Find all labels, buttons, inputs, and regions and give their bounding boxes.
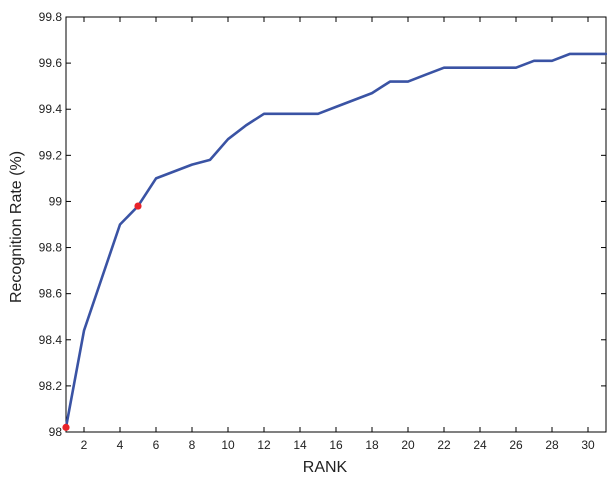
marker-layer	[62, 202, 142, 431]
x-tick-label: 8	[189, 438, 196, 452]
highlight-point	[62, 423, 70, 431]
x-tick-label: 18	[365, 438, 379, 452]
x-tick-label: 24	[473, 438, 487, 452]
x-tick-label: 22	[437, 438, 451, 452]
series-line	[64, 52, 607, 429]
x-tick-label: 28	[545, 438, 559, 452]
x-tick-label: 2	[81, 438, 88, 452]
y-tick-label: 98.4	[39, 333, 63, 347]
highlight-point	[134, 202, 142, 210]
y-tick-label: 99.2	[39, 148, 63, 162]
y-tick-label: 99.8	[39, 10, 63, 24]
x-tick-label: 4	[117, 438, 124, 452]
x-tick-label: 30	[581, 438, 595, 452]
y-tick-label: 98	[49, 425, 63, 439]
x-tick-label: 26	[509, 438, 523, 452]
x-tick-label: 16	[329, 438, 343, 452]
x-tick-label: 14	[293, 438, 307, 452]
x-axis-label: RANK	[303, 459, 348, 476]
series-layer	[64, 52, 607, 429]
y-tick-label: 99.6	[39, 56, 63, 70]
y-axis-label: Recognition Rate (%)	[8, 151, 25, 303]
y-tick-label: 98.8	[39, 241, 63, 255]
y-tick-label: 99.4	[39, 102, 63, 116]
x-tick-label: 6	[153, 438, 160, 452]
y-tick-label: 98.2	[39, 379, 63, 393]
y-tick-label: 99	[49, 194, 63, 208]
x-tick-label: 10	[221, 438, 235, 452]
axes-layer: 2 4 6 8 10 12 14 16 18 20 22 24 26 28 309898.298.498.6…	[39, 10, 607, 452]
x-tick-label: 20	[401, 438, 415, 452]
y-tick-label: 98.6	[39, 287, 63, 301]
x-tick-label: 12	[257, 438, 271, 452]
plot-frame	[65, 16, 607, 433]
